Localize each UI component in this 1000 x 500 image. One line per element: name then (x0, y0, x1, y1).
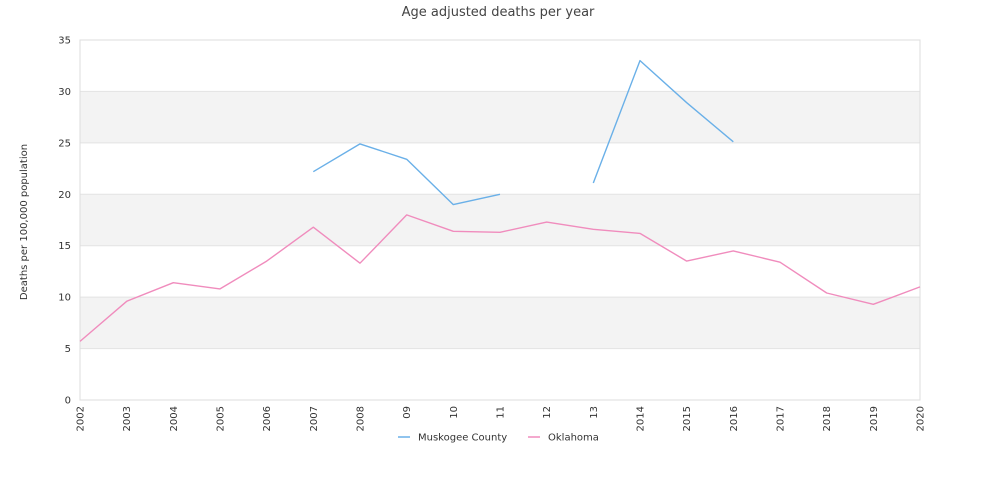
grid-band (80, 194, 920, 246)
grid-band (80, 297, 920, 349)
x-tick-label: 2017 (776, 406, 787, 431)
x-tick-label: 2006 (262, 406, 273, 431)
y-tick-label: 5 (65, 344, 71, 355)
x-tick-label: 2015 (682, 406, 693, 431)
x-tick-label: 2008 (356, 406, 367, 431)
x-axis-ticks: 2002 2003 2004 2005 2006 2007 2008 09 10 11 12 13 20… (76, 406, 927, 431)
x-tick-label: 2007 (309, 406, 320, 431)
x-tick-label: 2005 (216, 406, 227, 431)
plot-frame (79, 39, 921, 401)
series-lines (79, 59, 921, 342)
y-axis-ticks: 0 5 10 15 20 25 30 35 (58, 36, 71, 407)
x-tick-label: 11 (496, 406, 507, 419)
y-tick-label: 20 (58, 190, 71, 201)
series-line (592, 59, 734, 184)
legend-label: Oklahoma (548, 433, 599, 444)
grid-band (80, 91, 920, 143)
chart-title: Age adjusted deaths per year (402, 5, 595, 20)
x-tick-label: 2003 (122, 406, 133, 431)
y-tick-label: 15 (58, 241, 71, 252)
y-tick-label: 10 (58, 293, 71, 304)
legend-label: Muskogee County (418, 433, 507, 444)
x-tick-label: 2016 (729, 406, 740, 431)
y-axis-label: Deaths per 100,000 population (19, 144, 30, 300)
series-line (312, 143, 501, 206)
x-tick-label: 13 (589, 406, 600, 419)
y-tick-label: 30 (58, 87, 71, 98)
y-tick-label: 35 (58, 36, 71, 47)
x-tick-label: 10 (449, 406, 460, 419)
x-tick-label: 2020 (916, 406, 927, 431)
x-tick-label: 2014 (636, 406, 647, 431)
x-tick-label: 2002 (76, 406, 87, 431)
x-tick-label: 09 (402, 406, 413, 419)
x-tick-label: 2018 (822, 406, 833, 431)
y-tick-label: 0 (65, 396, 71, 407)
series-line (79, 214, 921, 342)
x-tick-label: 2019 (869, 406, 880, 431)
x-tick-label: 2004 (169, 406, 180, 431)
x-tick-label: 12 (542, 406, 553, 419)
legend: Muskogee County Oklahoma (398, 433, 599, 444)
y-tick-label: 25 (58, 138, 71, 149)
gridlines (80, 39, 920, 401)
grid-bands (80, 91, 920, 349)
